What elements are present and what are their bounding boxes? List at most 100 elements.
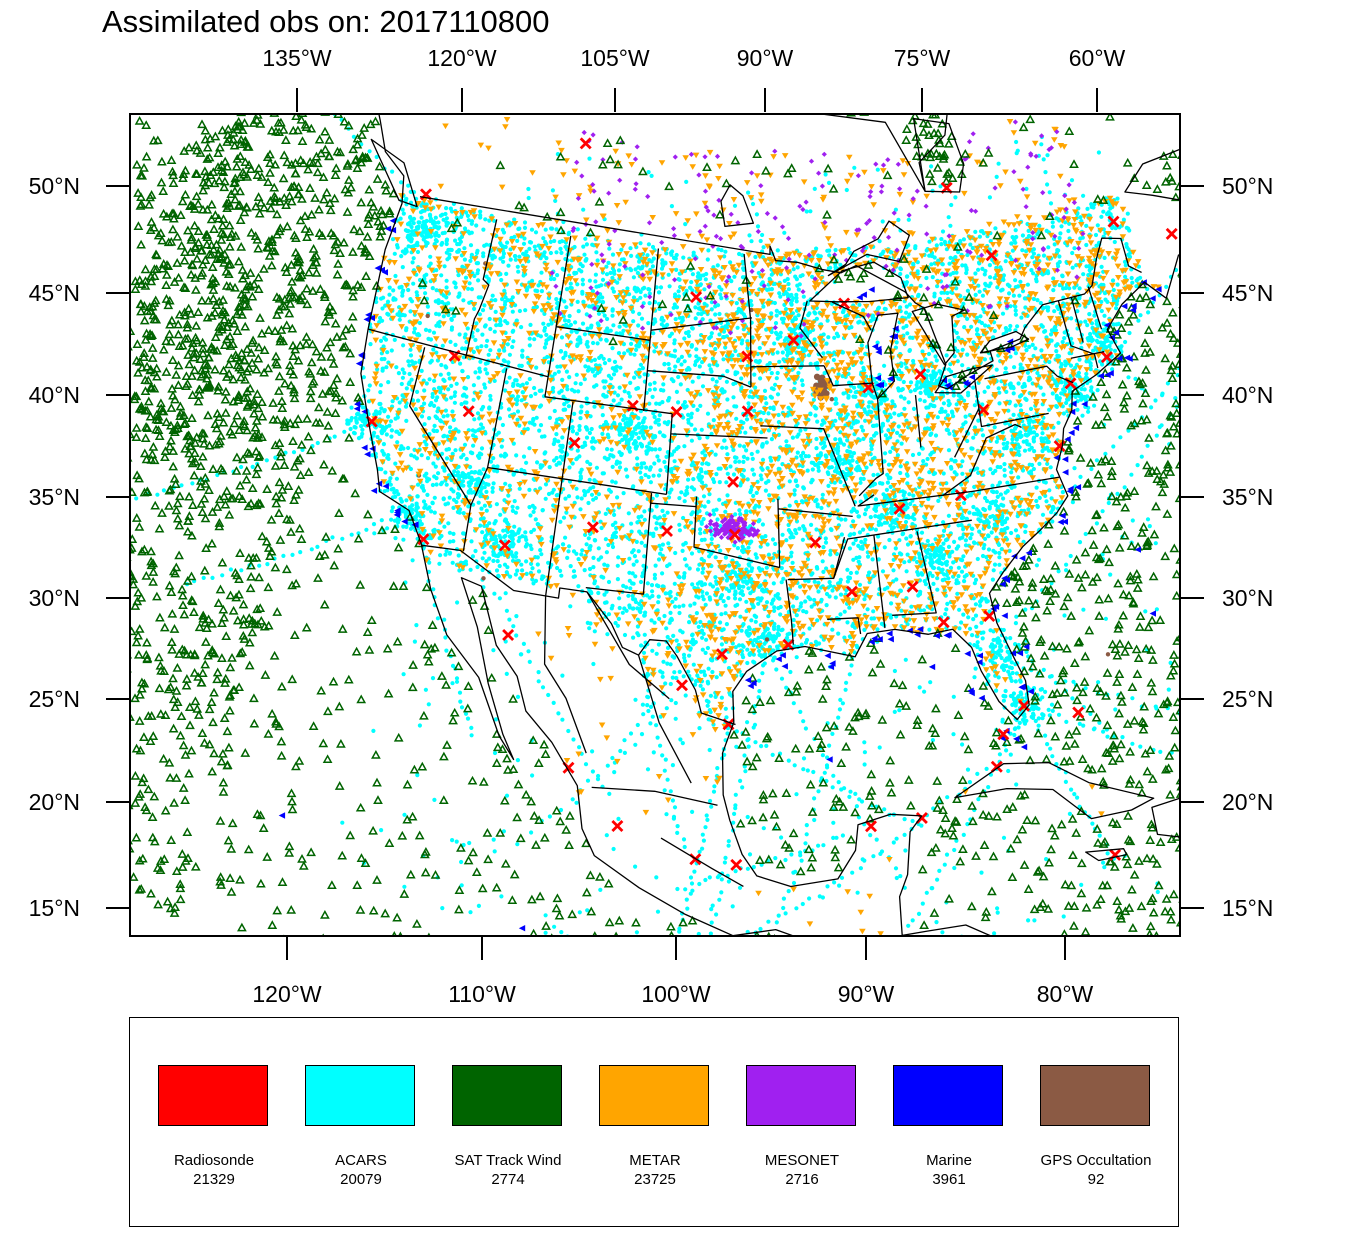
legend-label: Radiosonde (173, 1152, 255, 1169)
state-border (777, 508, 853, 518)
legend-count: 20079 (340, 1171, 382, 1188)
legend: Radiosonde 21329 ACARS 20079 SAT Track Wind 2… (129, 1017, 1179, 1227)
axis-labels: 135°W 120°W 105°W 90°W 75°W 60°W 120°W 110°W 100… (29, 45, 1274, 1007)
state-border (777, 498, 781, 568)
state-border (1087, 286, 1103, 330)
right-lat-label: 15°N (1222, 895, 1273, 921)
bottom-lon-label: 80°W (1037, 981, 1094, 1007)
puerto-rico-coastline (1287, 789, 1319, 807)
cuba-coastline (954, 761, 1155, 820)
top-lon-label: 105°W (580, 45, 650, 71)
axis-ticks (106, 88, 1204, 960)
state-border (487, 466, 667, 496)
state-border (555, 316, 651, 341)
legend-item: SAT Track Wind 2774 (452, 1065, 564, 1188)
state-border (785, 579, 794, 645)
right-lat-label: 45°N (1222, 280, 1273, 306)
state-border (462, 467, 489, 552)
observations-layer (130, 114, 1180, 936)
state-border (670, 433, 768, 439)
right-lat-label: 40°N (1222, 382, 1273, 408)
mexico-state-border (586, 591, 670, 700)
state-border (544, 401, 574, 597)
legend-swatch (599, 1065, 709, 1126)
us-canada-border (419, 196, 1142, 390)
legend-swatch (893, 1065, 1003, 1126)
legend-count: 2774 (491, 1171, 525, 1188)
state-border (367, 328, 549, 378)
great-lake-shoreline (911, 303, 966, 366)
right-lat-label: 25°N (1222, 686, 1273, 712)
top-lon-label: 75°W (894, 45, 951, 71)
legend-item: Radiosonde 21329 (158, 1065, 270, 1188)
legend-item: Marine 3961 (893, 1065, 1005, 1188)
legend-count: 3961 (932, 1171, 966, 1188)
mexico-state-border (543, 596, 587, 754)
coastlines-layer (360, 114, 1319, 936)
left-lat-label: 50°N (29, 173, 80, 199)
state-border (464, 219, 498, 359)
vancouver-island-coastline (370, 138, 418, 208)
right-lat-label: 20°N (1222, 789, 1273, 815)
state-border (954, 408, 980, 458)
top-lon-label: 90°W (737, 45, 794, 71)
state-border (833, 519, 972, 579)
state-border (760, 425, 856, 507)
legend-label: SAT Track Wind (454, 1152, 562, 1169)
right-lat-label: 50°N (1222, 173, 1273, 199)
state-border (799, 300, 823, 359)
legend-count: 92 (1087, 1171, 1105, 1188)
state-border (873, 535, 886, 629)
legend-item: MESONET 2716 (746, 1065, 858, 1188)
bottom-lon-label: 90°W (838, 981, 895, 1007)
legend-count: 2716 (785, 1171, 819, 1188)
state-border (858, 398, 884, 497)
left-lat-label: 45°N (29, 280, 80, 306)
legend-swatch (305, 1065, 415, 1126)
state-border (1057, 300, 1099, 369)
state-border (831, 301, 872, 331)
hispaniola-coastline (1151, 797, 1180, 838)
state-border (1070, 350, 1105, 359)
state-border (743, 253, 752, 320)
left-lat-label: 25°N (29, 686, 80, 712)
north-america-coastline (360, 114, 1180, 936)
legend-swatch (158, 1065, 268, 1126)
left-lat-label: 20°N (29, 789, 80, 815)
state-border (409, 347, 472, 506)
state-border (823, 365, 873, 387)
state-border (723, 375, 752, 388)
gps-observations (416, 261, 1111, 687)
right-lat-label: 35°N (1222, 484, 1273, 510)
left-lat-label: 30°N (29, 585, 80, 611)
legend-item: METAR 23725 (599, 1065, 711, 1188)
legend-label: METAR (629, 1152, 681, 1169)
mexico-state-border (637, 654, 692, 784)
observation-map: 135°W 120°W 105°W 90°W 75°W 60°W 120°W 110°W 100… (29, 45, 1319, 1007)
state-border (984, 365, 1074, 384)
left-lat-label: 15°N (29, 895, 80, 921)
state-border (647, 370, 724, 377)
map-frame (129, 113, 1181, 937)
state-border (857, 476, 1060, 507)
us-mexico-border (422, 544, 736, 726)
map-title: Assimilated obs on: 2017110800 (102, 4, 550, 39)
state-border (544, 235, 572, 397)
legend-label: ACARS (335, 1152, 387, 1169)
state-border (942, 423, 1022, 497)
lake-nipigon-shoreline (827, 220, 910, 277)
mexico-state-border (591, 786, 718, 806)
state-border (1070, 297, 1084, 343)
bottom-lon-label: 110°W (448, 981, 516, 1007)
sat-observations (130, 114, 1180, 936)
legend-label: GPS Occultation (1040, 1152, 1152, 1169)
legend-swatch (746, 1065, 856, 1126)
left-lat-label: 40°N (29, 382, 80, 408)
legend-label: Marine (926, 1152, 972, 1169)
legend-count: 21329 (193, 1171, 235, 1188)
state-border (914, 395, 922, 448)
legend-item: GPS Occultation 92 (1040, 1065, 1152, 1188)
jamaica-coastline (1085, 848, 1128, 862)
legend-swatch (1040, 1065, 1150, 1126)
great-lake-shoreline (867, 312, 899, 400)
